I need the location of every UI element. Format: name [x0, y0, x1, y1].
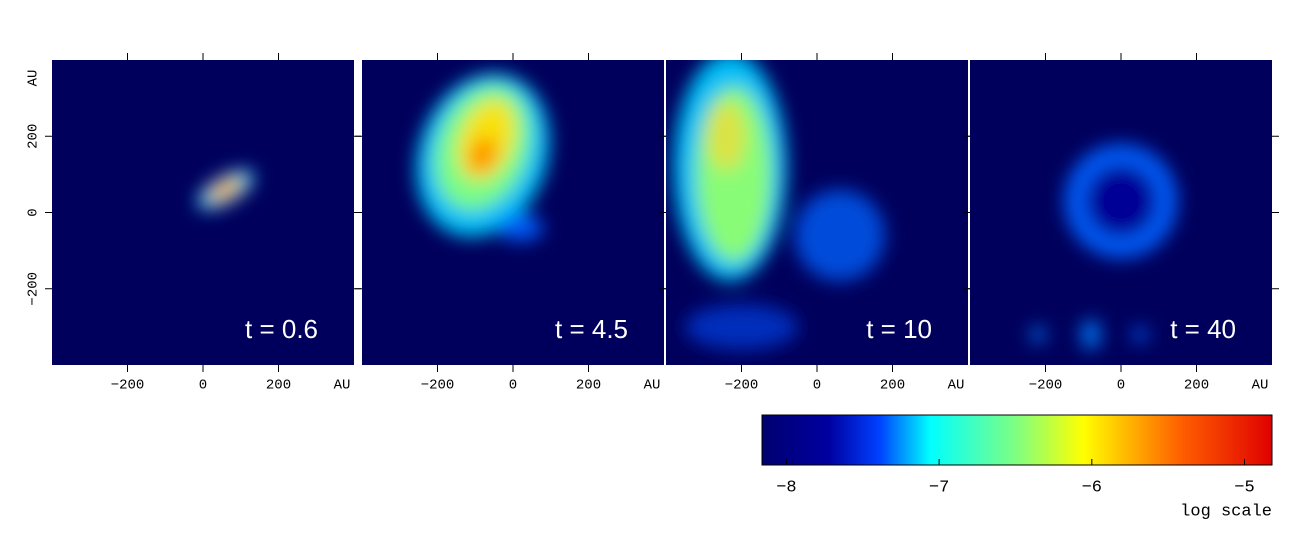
x-tick-label: 200	[1184, 378, 1209, 394]
x-tick-label: 0	[1117, 378, 1125, 394]
colorbar-tick-label: −5	[1234, 478, 1254, 497]
x-tick-label: 200	[266, 378, 291, 394]
colorbar-tick-label: −7	[929, 478, 949, 497]
colorbar-label: log scale	[1180, 502, 1272, 521]
panel-title: t = 0.6	[245, 314, 318, 344]
colorbar-tick-label: −8	[776, 478, 796, 497]
panel-title: t = 10	[866, 314, 932, 344]
heat-blob	[497, 214, 544, 242]
x-tick-label: −200	[1029, 378, 1063, 394]
x-axis-label: AU	[1252, 378, 1269, 394]
heat-blob	[1085, 164, 1157, 238]
x-tick-label: 200	[880, 378, 905, 394]
heat-blob	[794, 189, 885, 282]
heat-blob	[684, 304, 799, 350]
heat-blob	[1030, 326, 1046, 343]
heat-blob	[215, 183, 233, 196]
panel-background	[52, 60, 354, 365]
heat-blobs	[197, 169, 255, 210]
heat-blobs	[1030, 143, 1178, 350]
heat-blobs	[673, 60, 885, 350]
x-axis-label: AU	[948, 378, 965, 394]
x-axis-label: AU	[644, 378, 661, 394]
panel-title: t = 40	[1170, 314, 1236, 344]
x-tick-label: −200	[725, 378, 759, 394]
heat-blob	[707, 101, 746, 171]
y-axis-label: AU	[26, 70, 42, 87]
x-tick-label: −200	[111, 378, 145, 394]
colorbar	[761, 414, 1273, 466]
colorbar-tick-label: −6	[1082, 478, 1102, 497]
x-tick-label: 0	[509, 378, 517, 394]
x-tick-label: 0	[813, 378, 821, 394]
heat-blob	[1132, 326, 1148, 343]
y-tick-label: 0	[26, 208, 42, 216]
x-tick-label: −200	[421, 378, 455, 394]
heat-blob	[1081, 319, 1101, 350]
x-tick-label: 0	[199, 378, 207, 394]
y-tick-label: 200	[26, 124, 42, 149]
heat-blobs	[416, 73, 550, 242]
panel-title: t = 4.5	[555, 314, 628, 344]
heat-blob	[468, 136, 497, 174]
y-tick-label: −200	[26, 272, 42, 306]
x-tick-label: 200	[576, 378, 601, 394]
x-axis-label: AU	[334, 378, 351, 394]
